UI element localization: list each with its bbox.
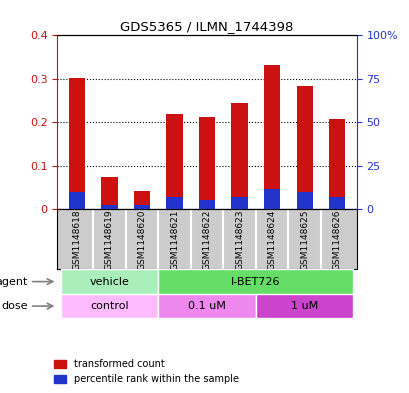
Bar [101, 177, 117, 209]
Bar [158, 294, 255, 318]
Bar [133, 191, 150, 209]
Bar [198, 200, 215, 209]
Bar [328, 197, 344, 209]
Text: GSM1148626: GSM1148626 [332, 209, 341, 270]
Text: control: control [90, 301, 128, 311]
Bar [255, 294, 353, 318]
Text: GSM1148622: GSM1148622 [202, 209, 211, 270]
Text: GSM1148625: GSM1148625 [299, 209, 308, 270]
Bar [328, 119, 344, 209]
Text: agent: agent [0, 277, 28, 286]
Bar [263, 189, 280, 209]
Bar [166, 114, 182, 209]
Bar [101, 205, 117, 209]
Bar [198, 117, 215, 209]
Text: 0.1 uM: 0.1 uM [188, 301, 225, 311]
Title: GDS5365 / ILMN_1744398: GDS5365 / ILMN_1744398 [120, 20, 293, 33]
Bar [69, 78, 85, 209]
Legend: transformed count, percentile rank within the sample: transformed count, percentile rank withi… [54, 359, 238, 384]
Text: dose: dose [2, 301, 28, 311]
Text: GSM1148621: GSM1148621 [170, 209, 179, 270]
Bar [69, 192, 85, 209]
Text: GSM1148624: GSM1148624 [267, 209, 276, 270]
Bar [296, 86, 312, 209]
Text: GSM1148618: GSM1148618 [72, 209, 81, 270]
Text: GSM1148619: GSM1148619 [105, 209, 114, 270]
Bar [158, 269, 353, 294]
Bar [263, 64, 280, 209]
Bar [296, 192, 312, 209]
Text: GSM1148620: GSM1148620 [137, 209, 146, 270]
Bar [61, 294, 158, 318]
Bar [133, 205, 150, 209]
Text: vehicle: vehicle [89, 277, 129, 286]
Text: 1 uM: 1 uM [290, 301, 317, 311]
Bar [61, 269, 158, 294]
Bar [166, 197, 182, 209]
Bar [231, 103, 247, 209]
Text: GSM1148623: GSM1148623 [234, 209, 243, 270]
Bar [231, 197, 247, 209]
Text: I-BET726: I-BET726 [231, 277, 280, 286]
